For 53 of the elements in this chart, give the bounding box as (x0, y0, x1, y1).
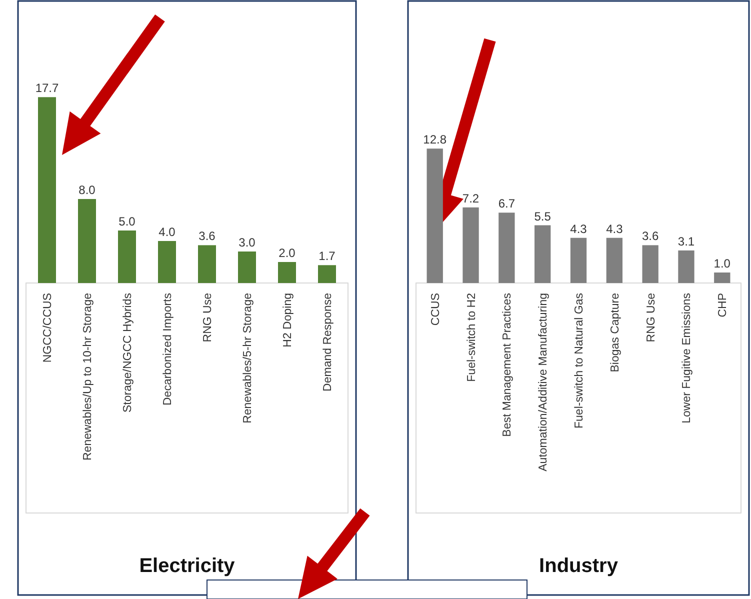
x-tick-label: CCUS (430, 292, 442, 326)
bar (534, 225, 551, 283)
data-label: 3.1 (678, 234, 695, 248)
data-label: 6.7 (498, 196, 516, 211)
data-label: 7.2 (462, 191, 480, 206)
data-label: 1.7 (318, 249, 336, 264)
data-label: 17.7 (35, 81, 59, 96)
data-label: 4.0 (158, 225, 176, 239)
data-label: 5.0 (118, 214, 136, 228)
bar (570, 238, 587, 283)
bar (318, 265, 336, 283)
x-tick-label: NGCC/CCUS (42, 292, 54, 363)
text: Industry (539, 555, 619, 577)
data-label: 3.6 (198, 229, 216, 244)
bar (498, 212, 515, 283)
x-tick-label: Fuel-switch to H2 (466, 293, 478, 382)
bar (158, 241, 176, 283)
data-label: 4.3 (606, 222, 624, 236)
x-tick-label: Demand Response (322, 293, 334, 392)
bar (714, 272, 730, 283)
x-tick-label: CHP (717, 292, 730, 318)
x-tick-label: Lower Fugitive Emissions (681, 292, 694, 424)
bar (198, 245, 216, 283)
x-tick-label: Biogas Capture (609, 293, 622, 372)
data-label: 3.0 (238, 236, 256, 250)
bar (642, 245, 658, 283)
bar (606, 238, 622, 283)
data-label: 3.6 (642, 229, 659, 244)
bar (678, 250, 694, 283)
bar (38, 97, 56, 283)
bar (238, 252, 256, 283)
data-label: 8.0 (78, 183, 96, 197)
x-tick-label: Renewables/5-hr Storage (242, 293, 254, 424)
x-tick-label: Storage/NGCC Hybrids (122, 292, 134, 413)
x-tick-label: RNG Use (202, 293, 214, 342)
data-label: 5.5 (534, 209, 552, 224)
data-label: 2.0 (278, 246, 296, 260)
bar (78, 199, 96, 283)
x-tick-label: Decarbonized Imports (162, 292, 174, 406)
data-label: 1.0 (714, 256, 731, 270)
x-tick-label: Automation/Additive Manufacturing (538, 293, 550, 472)
x-tick-label: Renewables/Up to 10-hr Storage (82, 293, 94, 460)
bar (426, 148, 443, 283)
x-tick-label: Fuel-switch to Natural Gas (574, 292, 586, 428)
x-tick-label: H2 Doping (282, 293, 294, 348)
data-label: 4.3 (570, 222, 588, 236)
text: Electricity (139, 555, 236, 577)
x-tick-label: RNG Use (645, 293, 658, 342)
bar (278, 262, 296, 283)
x-tick-label: Best Management Practices (502, 292, 514, 437)
data-label: 12.8 (423, 132, 447, 147)
bar (462, 207, 479, 283)
bar (118, 230, 136, 283)
